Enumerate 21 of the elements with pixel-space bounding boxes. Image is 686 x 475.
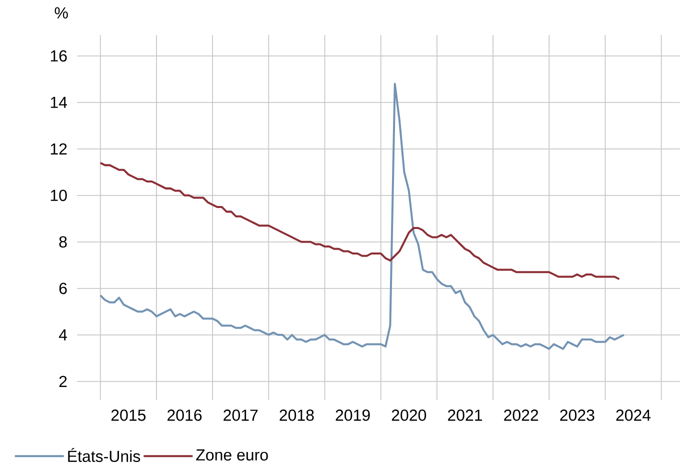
legend-label: Zone euro: [196, 449, 268, 461]
y-tick-label: 12: [50, 143, 67, 154]
y-axis-title: %: [54, 7, 68, 19]
x-tick-label: 2024: [616, 410, 651, 421]
x-tick-label: 2016: [168, 410, 202, 421]
legend-label: États-Unis: [68, 448, 140, 462]
x-tick-label: 2021: [448, 410, 482, 421]
y-tick-label: 4: [58, 329, 68, 340]
y-tick-label: 10: [50, 190, 67, 202]
y-tick-label: 8: [59, 236, 67, 248]
y-tick-label: 16: [50, 50, 67, 62]
x-tick-label: 2017: [224, 410, 258, 421]
x-tick-label: 2018: [280, 410, 314, 421]
x-tick-label: 2022: [504, 410, 538, 421]
x-tick-label: 2019: [336, 410, 370, 421]
x-tick-label: 2015: [111, 410, 146, 421]
x-tick-label: 2023: [560, 410, 594, 421]
y-tick-label: 14: [50, 96, 68, 108]
x-tick-label: 2020: [392, 410, 426, 421]
y-tick-label: 6: [59, 282, 67, 294]
y-tick-label: 2: [59, 376, 67, 387]
